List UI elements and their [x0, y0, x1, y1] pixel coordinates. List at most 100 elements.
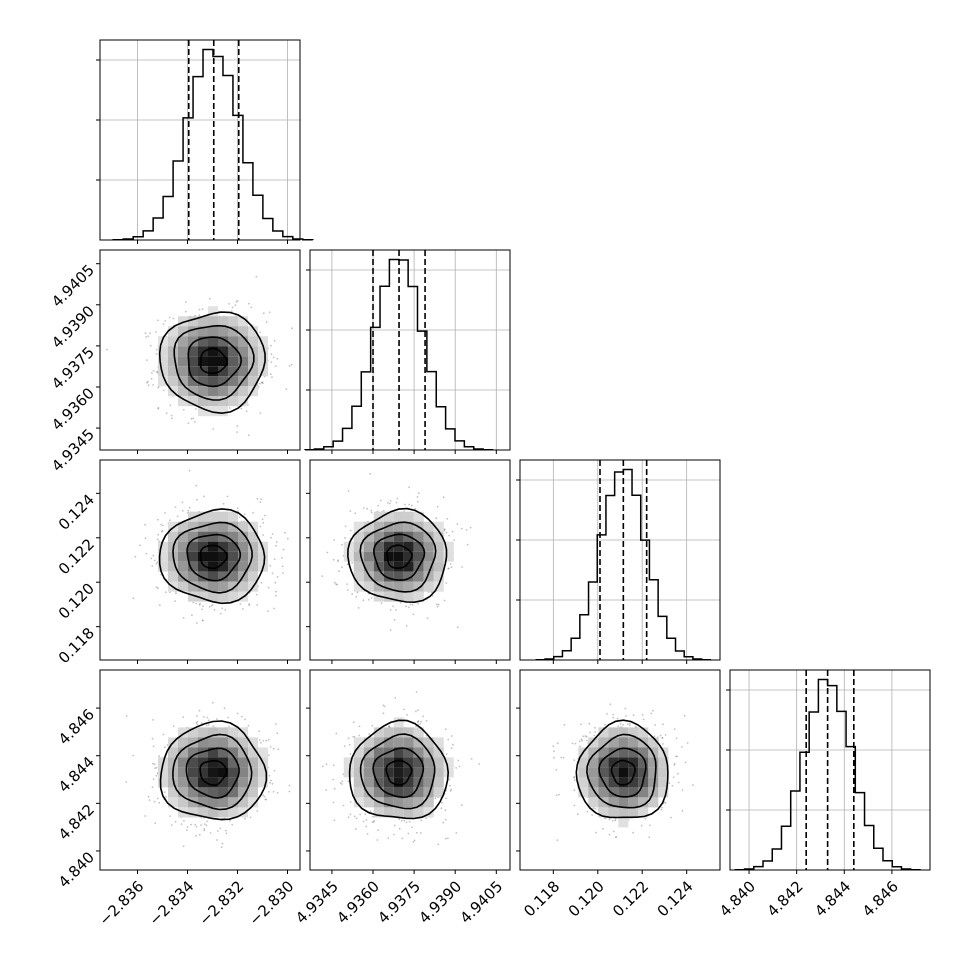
density-cell [608, 757, 619, 768]
contour-2 [172, 521, 253, 594]
density-cell [218, 767, 228, 778]
x-tick-label-1-4: 4.9405 [456, 877, 506, 927]
density-cell [403, 727, 414, 738]
sample-point [447, 837, 449, 840]
sample-point [269, 564, 272, 567]
density-cell [218, 521, 228, 532]
density-cell [208, 306, 218, 317]
density-cell [363, 551, 374, 562]
sample-point [271, 376, 273, 379]
density-cell [248, 521, 258, 532]
sample-point [257, 385, 260, 388]
density-cell [608, 737, 619, 748]
sample-point [369, 472, 372, 475]
x-tick-label-1-0: 4.9345 [292, 877, 342, 927]
sample-point [333, 787, 336, 790]
sample-point [393, 833, 395, 836]
sample-point [560, 756, 563, 759]
sample-point [262, 522, 264, 524]
axes-frame [99, 669, 301, 871]
sample-point [393, 618, 396, 621]
sample-point [250, 306, 253, 309]
density-cell [178, 777, 188, 788]
density-cell [423, 581, 434, 592]
sample-point [662, 743, 664, 745]
sample-point [190, 823, 192, 826]
density-cell [168, 326, 178, 337]
sample-point [203, 829, 206, 832]
density-cell [373, 777, 384, 788]
density-cell [638, 757, 649, 768]
density-cell [178, 727, 188, 738]
sample-point [165, 796, 168, 798]
density-cell [208, 316, 218, 327]
density-cell [188, 521, 198, 532]
sample-point [211, 701, 214, 704]
density-cell [353, 797, 364, 808]
density-cell [353, 777, 364, 788]
density-cell [228, 336, 238, 347]
density-cell [248, 757, 258, 768]
sample-point [155, 371, 158, 373]
density-cell [393, 571, 404, 582]
density-cell [373, 807, 384, 818]
contour-3 [158, 311, 266, 415]
density-cell [258, 551, 268, 562]
sample-point [224, 609, 227, 611]
density-cell [363, 561, 374, 572]
sample-point [162, 389, 165, 392]
density-cell [353, 551, 364, 562]
density-cell [383, 581, 394, 592]
sample-point [553, 756, 555, 759]
sample-point [368, 733, 370, 735]
sample-point [416, 496, 419, 498]
sample-point [470, 758, 473, 760]
sample-point [552, 745, 555, 748]
density-cell [658, 767, 669, 778]
density-cell [648, 797, 659, 808]
sample-point [152, 384, 155, 386]
density-cell [218, 346, 228, 357]
density-cell [208, 541, 218, 552]
sample-point [262, 382, 264, 385]
density-cell [393, 757, 404, 768]
axes-frame [99, 249, 301, 451]
sample-point [398, 827, 401, 830]
sample-point [349, 813, 352, 816]
sample-point [556, 839, 559, 841]
density-cell [228, 571, 238, 582]
sample-point [274, 594, 277, 597]
density-cell [373, 727, 384, 738]
sample-point [376, 839, 379, 841]
sample-point [236, 712, 239, 715]
density-cell [198, 356, 208, 367]
density-cell [208, 326, 218, 337]
sample-point [151, 737, 154, 740]
sample-point [228, 303, 230, 305]
x-tick-label-2-0: 0.118 [520, 877, 563, 920]
sample-point [199, 602, 201, 605]
x-tick-label-3-2: 4.844 [811, 877, 854, 920]
sample-point [262, 312, 265, 315]
sample-point [195, 484, 198, 487]
sample-point [347, 780, 350, 783]
density-cell [578, 767, 589, 778]
sample-point [249, 816, 252, 819]
density-cell [373, 571, 384, 582]
sample-point [244, 817, 246, 820]
sample-point [286, 537, 289, 540]
sample-point [449, 784, 451, 787]
density-cell [228, 747, 238, 758]
density-cell [218, 336, 228, 347]
sample-point [162, 323, 165, 325]
sample-point [195, 825, 198, 828]
density-cell [638, 797, 649, 808]
density-cell [238, 316, 248, 327]
sample-point [441, 801, 443, 804]
sample-point [206, 716, 209, 719]
sample-point [155, 353, 158, 355]
sample-point [692, 784, 694, 786]
density-cell [598, 727, 609, 738]
sample-point [686, 742, 689, 744]
sample-point [264, 798, 267, 801]
